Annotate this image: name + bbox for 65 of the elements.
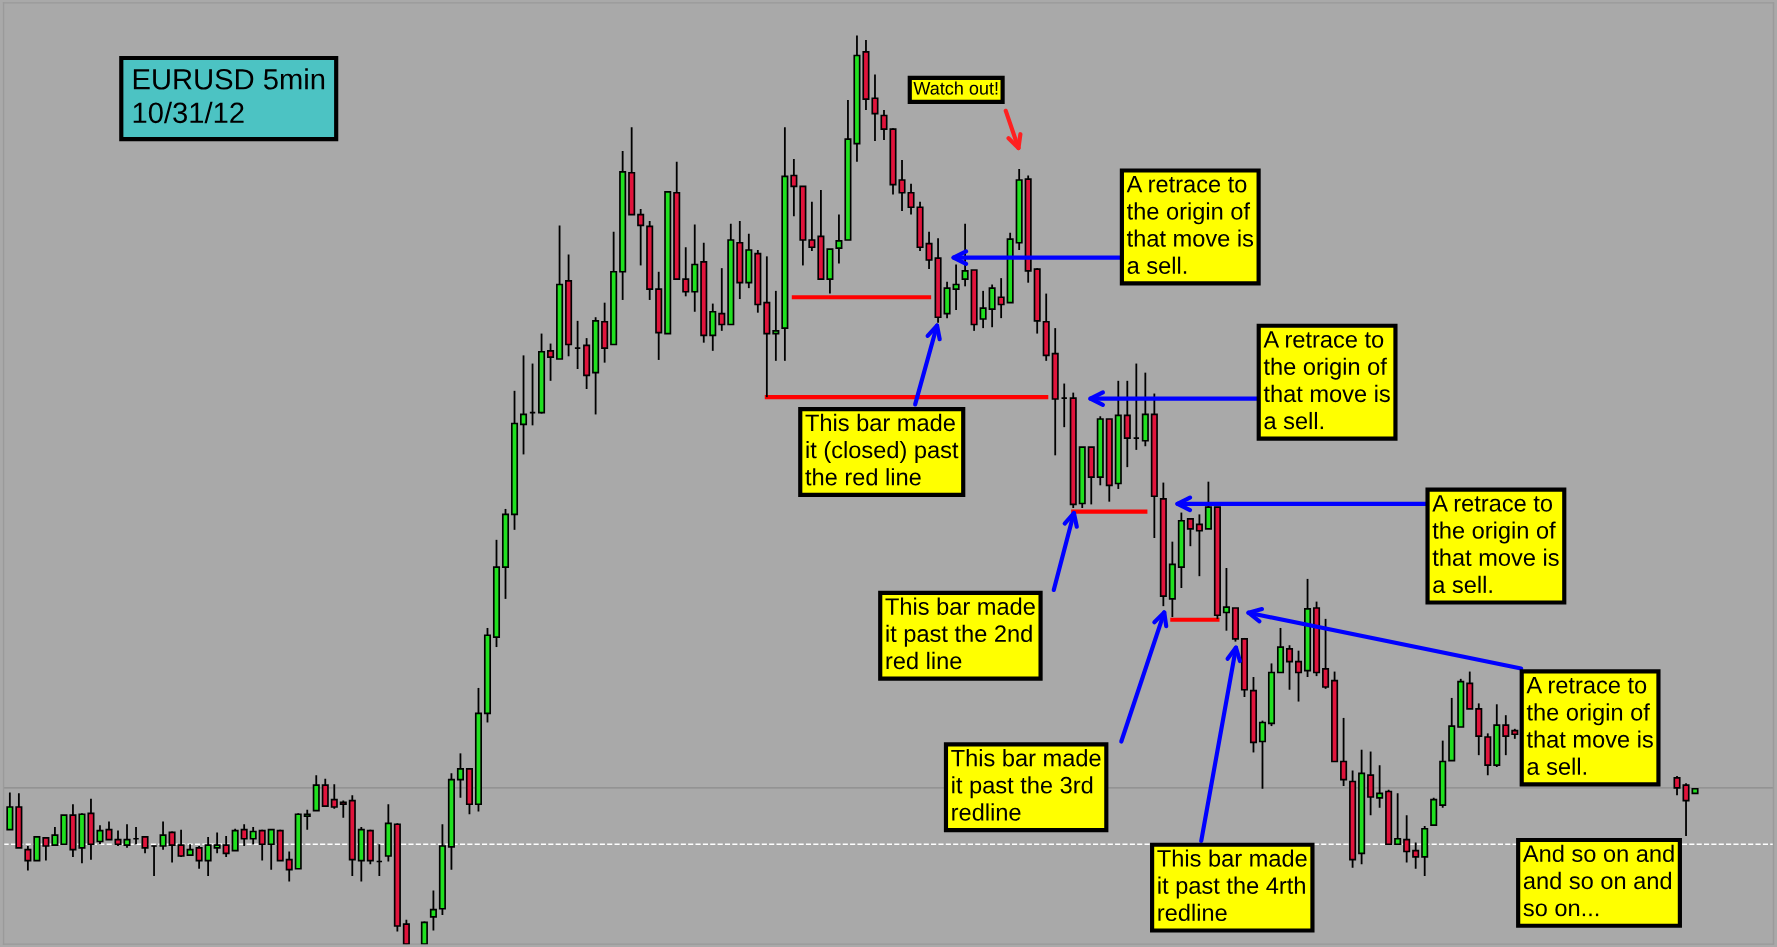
candlestick [547,342,555,382]
candlestick [195,845,203,870]
candlestick [1204,480,1212,530]
candlestick [709,302,717,352]
candlestick [952,263,960,311]
candlestick [285,850,293,883]
candlestick [213,831,221,855]
candlestick [961,222,969,288]
candlestick [1412,841,1420,870]
candlestick [1403,814,1411,864]
annotation: This bar made it past the 2nd red line [885,597,1035,670]
annotation: Watch out! [913,81,998,95]
candlestick [1186,517,1194,548]
candlestick [429,889,437,932]
candlestick [33,836,41,862]
candlestick [24,845,32,872]
candlestick [790,158,798,218]
candlestick [1258,719,1267,790]
annotation: This bar made it past the 3rd redline [951,749,1101,821]
candlestick [177,828,185,858]
candlestick [1294,649,1303,703]
candlestick [1195,513,1203,578]
candlestick [1340,717,1348,787]
text: EURUSD 5min 10/31/12 [133,68,325,124]
candlestick [6,791,14,831]
candlestick [1285,644,1294,691]
candlestick [925,230,933,270]
candlestick [240,823,248,847]
candlestick [1367,750,1375,817]
candlestick [1502,714,1510,757]
candlestick [682,246,690,298]
candlestick [979,289,987,330]
candlestick [330,783,338,810]
candlestick [222,835,230,858]
annotation: And so on and and so on and so on... [1522,844,1674,917]
candlestick [519,354,528,456]
annotation: A retrace to the origin of that move is a sell. [1126,176,1254,274]
candlestick [159,820,167,851]
candlestick [637,208,645,267]
candlestick [1376,764,1384,809]
annotation: A retrace to the origin of that move is a sell. [1432,495,1559,594]
candlestick [988,283,996,329]
candlestick [835,213,843,265]
candlestick [258,828,266,862]
annotation: A retrace to the origin of that move is a sell. [1263,331,1390,430]
candlestick [339,799,347,819]
candlestick [231,827,239,852]
annotation: A retrace to the origin of that move is a sell. [1526,677,1653,775]
candlestick [1123,379,1131,469]
annotation: This bar made it past the 4rth redline [1157,849,1307,922]
candlestick [1322,617,1330,690]
candlestick [168,830,176,864]
annotation: This bar made it (closed) past the red line [805,413,959,486]
candlestick [718,267,726,332]
candlestick [808,200,816,252]
candlestick [1394,792,1402,846]
candlestick [772,289,780,362]
candlestick [321,777,329,807]
candlestick [303,808,311,831]
candlestick [267,828,275,871]
candlestick [402,918,410,945]
candlestick [204,836,212,877]
candlestick [456,752,464,799]
candlestick [1222,567,1230,632]
candlestick [997,277,1005,320]
